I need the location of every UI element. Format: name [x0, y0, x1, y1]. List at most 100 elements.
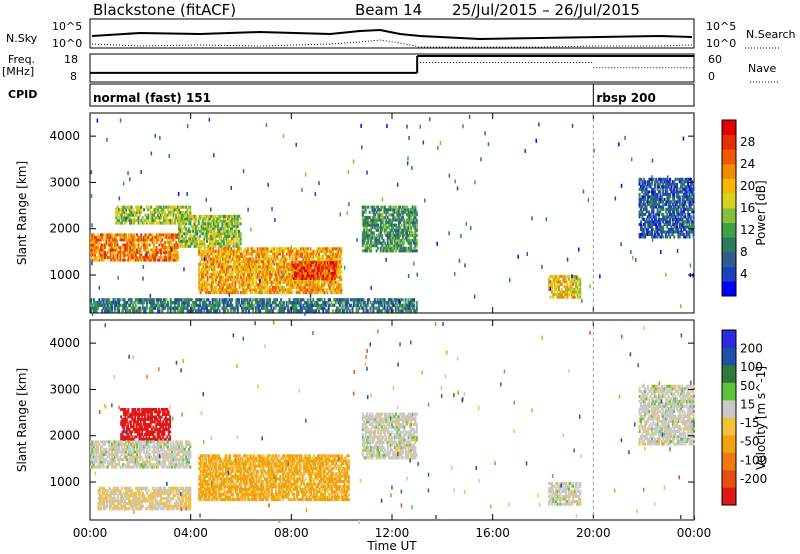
heat-cell-0-8 — [373, 306, 376, 310]
heat-cell-0-5 — [411, 233, 414, 237]
heat-cell-0-3 — [252, 273, 255, 277]
heat-cell-0-1 — [158, 210, 161, 214]
heat-cell-0-7 — [656, 212, 659, 216]
heat-cell-0-7 — [674, 190, 677, 194]
heat-cell-0-3 — [231, 275, 234, 279]
heat-cell-0-4 — [332, 263, 335, 267]
heat-cell-0-0 — [168, 251, 171, 254]
heat-cell-0-0 — [164, 258, 167, 262]
heat-cell-0-3 — [288, 252, 291, 256]
heat-cell-0-3 — [228, 257, 231, 261]
heat-cell-0-8 — [253, 303, 256, 307]
heat-cell-0-2 — [192, 214, 195, 218]
heat-speck-0 — [213, 153, 215, 158]
heat-cell-0-4 — [308, 274, 311, 278]
heat-cell-0-7 — [651, 217, 654, 221]
heat-cell-0-3 — [266, 291, 269, 295]
heat-cell-0-8 — [302, 306, 305, 310]
heat-cell-0-3 — [259, 285, 262, 289]
heat-cell-0-3 — [322, 283, 325, 287]
heat-cell-0-6 — [566, 290, 569, 294]
heat-cell-0-8 — [257, 306, 260, 310]
heat-cell-0-8 — [389, 301, 392, 305]
heat-cell-0-6 — [575, 285, 578, 289]
heat-cell-0-7 — [664, 182, 667, 186]
heat-cell-0-3 — [315, 288, 318, 292]
heat-cell-0-0 — [116, 248, 119, 252]
heat-cell-0-5 — [396, 208, 399, 212]
heat-cell-0-0 — [134, 256, 137, 260]
heat-cell-0-3 — [220, 275, 223, 279]
heat-cell-0-4 — [295, 266, 298, 270]
heat-cell-0-5 — [403, 249, 406, 253]
heat-cell-0-3 — [240, 267, 242, 271]
heat-cell-0-8 — [294, 306, 297, 310]
heat-cell-0-5 — [364, 210, 367, 214]
heat-cell-0-4 — [297, 266, 299, 270]
heat-cell-0-5 — [414, 239, 417, 243]
heat-cell-0-3 — [220, 249, 223, 253]
heat-cell-0-3 — [210, 265, 213, 269]
heat-cell-0-3 — [221, 285, 224, 289]
heat-cell-0-3 — [251, 265, 254, 269]
heat-cell-0-5 — [378, 226, 381, 230]
heat-cell-0-0 — [119, 238, 122, 242]
heat-cell-0-5 — [407, 246, 410, 250]
heat-cell-0-0 — [94, 238, 97, 242]
heat-cell-0-2 — [179, 237, 182, 241]
heat-cell-0-7 — [641, 233, 644, 236]
heat-cell-0-8 — [119, 298, 122, 302]
heat-cell-0-8 — [305, 303, 308, 307]
heat-cell-0-8 — [248, 298, 250, 302]
heat-cell-0-7 — [667, 230, 670, 234]
heat-cell-0-0 — [111, 233, 113, 237]
heat-cell-0-8 — [183, 301, 186, 305]
heat-cell-0-3 — [337, 291, 340, 295]
heat-cell-0-2 — [225, 222, 228, 226]
heat-cell-0-3 — [280, 260, 283, 264]
heat-cell-0-2 — [239, 239, 242, 243]
heat-cell-0-3 — [201, 285, 203, 289]
heat-cell-0-0 — [118, 258, 120, 262]
heat-cell-0-3 — [230, 283, 233, 287]
heat-cell-0-3 — [279, 260, 281, 264]
heat-cell-0-0 — [119, 248, 122, 252]
heat-cell-0-5 — [407, 241, 410, 245]
heat-cell-0-7 — [685, 185, 688, 189]
heat-cell-0-3 — [322, 291, 325, 295]
heat-cell-0-3 — [301, 252, 304, 256]
heat-cell-0-7 — [674, 185, 677, 189]
heat-speck-0 — [680, 304, 682, 309]
heat-cell-0-0 — [92, 248, 95, 252]
heat-cell-0-8 — [155, 301, 158, 305]
heat-cell-0-2 — [235, 237, 238, 241]
heat-cell-0-8 — [131, 309, 134, 313]
heat-cell-0-8 — [315, 303, 318, 307]
heat-cell-0-7 — [680, 210, 683, 214]
heat-cell-0-8 — [138, 309, 141, 313]
heat-cell-0-5 — [368, 244, 371, 248]
heat-cell-0-8 — [408, 309, 411, 313]
heat-cell-0-5 — [411, 239, 414, 243]
heat-cell-0-8 — [190, 309, 193, 313]
heat-cell-0-8 — [282, 301, 285, 305]
heat-speck-0 — [454, 271, 456, 276]
heat-cell-0-8 — [248, 303, 250, 307]
heat-cell-0-0 — [123, 238, 126, 242]
heat-cell-0-3 — [209, 273, 212, 277]
heat-cell-0-8 — [206, 309, 208, 313]
heat-cell-0-8 — [106, 309, 109, 313]
heat-cell-0-2 — [203, 242, 206, 246]
heat-cell-0-0 — [173, 258, 176, 262]
heat-cell-0-1 — [143, 221, 146, 225]
heat-cell-0-5 — [393, 228, 396, 232]
heat-cell-0-2 — [236, 217, 239, 221]
heat-cell-0-3 — [209, 249, 212, 253]
heat-cell-0-1 — [157, 205, 160, 209]
heat-cell-0-7 — [676, 228, 678, 231]
heat-cell-0-3 — [277, 288, 280, 292]
heat-cell-0-1 — [148, 208, 151, 212]
heat-cell-0-4 — [301, 277, 304, 281]
heat-cell-0-0 — [129, 243, 132, 247]
